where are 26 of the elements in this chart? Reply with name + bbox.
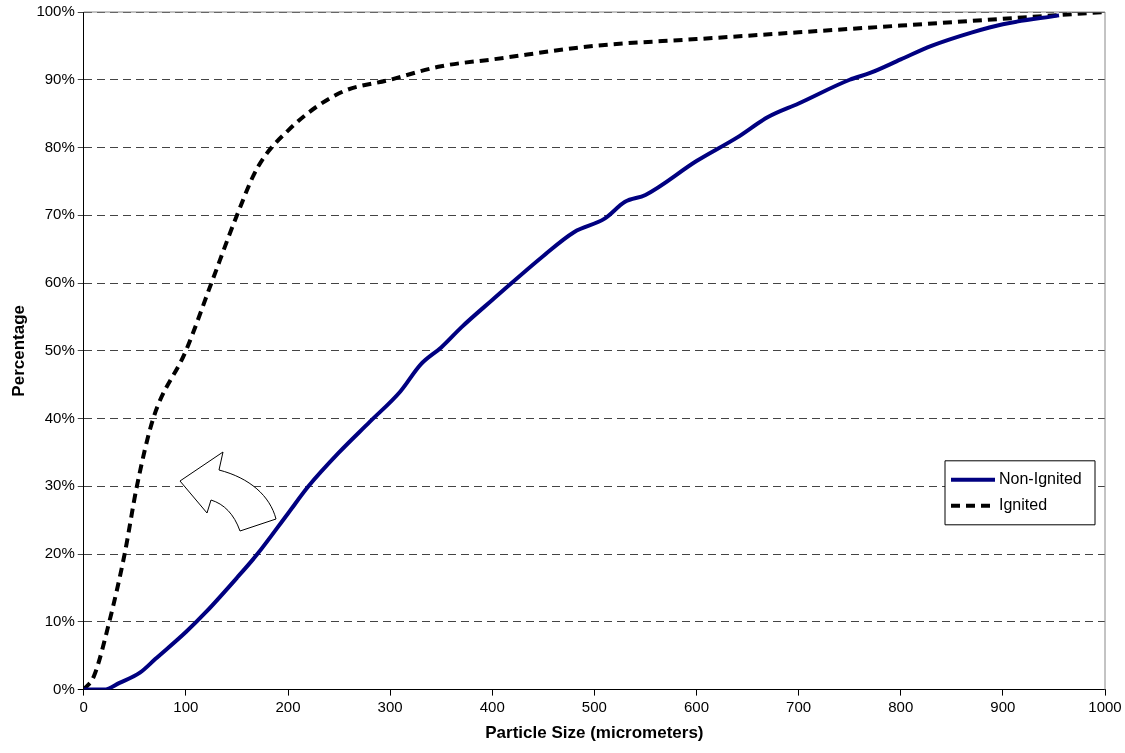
x-tick-label: 500 [581,697,607,715]
y-tick-label: 100% [36,2,75,20]
y-tick-label: 0% [53,679,75,697]
y-tick-label: 90% [44,69,75,87]
x-tick-label: 900 [990,697,1016,715]
legend-label: Ignited [999,496,1048,514]
x-axis-title: Particle Size (micrometers) [485,723,704,743]
y-tick-label: 20% [44,544,75,562]
y-axis-title: Percentage [8,304,28,397]
x-tick-label: 0 [79,697,88,715]
x-tick-label: 600 [683,697,710,715]
x-tick-label: 800 [888,697,914,715]
x-tick-label: 100 [173,697,199,715]
y-tick-label: 60% [44,273,75,291]
legend-label: Non-Ignited [999,470,1082,488]
y-tick-label: 80% [44,137,75,155]
x-tick-label: 700 [786,697,812,715]
y-tick-label: 40% [44,408,75,426]
y-tick-label: 30% [44,476,75,494]
y-tick-label: 10% [44,611,75,629]
x-tick-label: 200 [275,697,301,715]
x-tick-label: 400 [479,697,505,715]
x-tick-label: 1000 [1088,697,1122,715]
x-tick-label: 300 [377,697,403,715]
y-tick-label: 50% [44,340,75,358]
y-tick-label: 70% [44,205,75,223]
